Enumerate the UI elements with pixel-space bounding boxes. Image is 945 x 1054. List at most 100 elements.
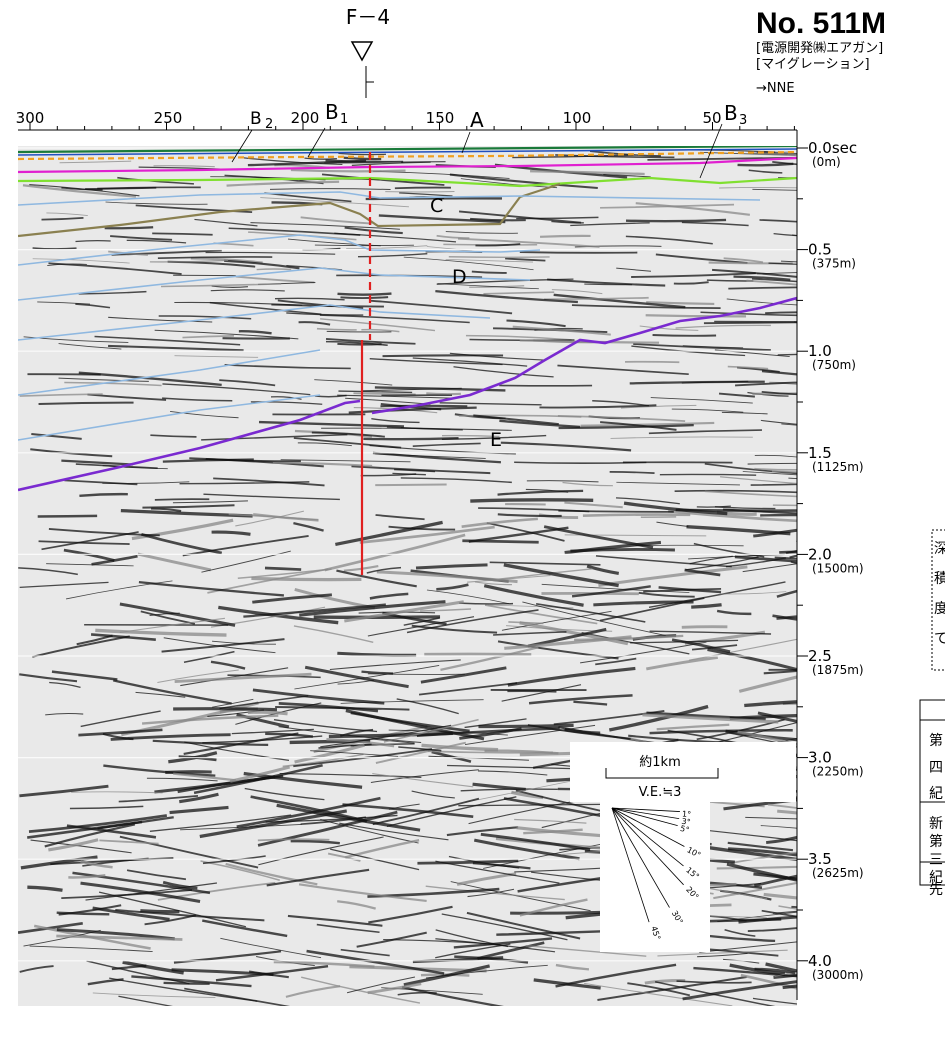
reflector [141,532,223,555]
reflector [277,299,364,310]
reflector [685,556,759,571]
reflector [236,796,381,829]
reflector [426,589,509,605]
reflector [412,357,528,367]
reflector [224,363,351,370]
reflector [506,319,566,328]
legend-char: 第 [929,833,943,850]
reflector [32,635,130,658]
reflector [654,981,776,1006]
reflector [555,963,590,971]
reflector [411,790,455,799]
reflector [141,714,279,725]
reflector [754,967,796,975]
reflector [325,340,388,347]
time-label: 2.5 [808,647,832,665]
reflector [78,728,163,737]
reflector [344,600,464,623]
reflector [728,847,797,857]
reflector [699,941,797,953]
reflector [108,344,244,352]
top-ticks: 300 250 200 150 100 50 [16,109,795,130]
reflector [489,561,601,566]
reflector [215,964,329,982]
reflector [351,161,431,166]
reflector [458,414,582,418]
reflector [320,318,436,332]
reflector [372,797,480,826]
reflector [162,880,198,890]
reflector [798,888,918,908]
reflector [697,952,748,958]
dip-line [611,807,670,908]
reflector [682,980,797,1001]
depth-label: (0m) [812,155,841,169]
reflector [91,554,138,566]
reflector [693,966,797,978]
reflector [162,383,311,396]
reflector [418,682,518,696]
depth-label: (3000m) [812,968,864,982]
reflector [448,256,550,258]
reflector [401,985,505,1006]
reflector [639,325,699,331]
reflector [149,259,229,263]
reflector [102,465,168,470]
reflector [803,605,922,634]
reflector [804,478,923,480]
reflector [294,665,440,690]
reflector [211,285,248,288]
reflector [791,905,797,909]
reflector [367,982,422,995]
horizon-a [18,148,797,156]
reflector [113,679,232,705]
reflector [652,333,717,337]
reflector [170,410,239,419]
reflector [184,987,291,1006]
reflector [152,739,269,746]
reflector [59,160,132,164]
reflector [657,949,788,957]
horizon-label: 3 [739,113,747,128]
reflector [649,630,772,635]
reflector [210,660,246,670]
legend-char: 四 [929,760,943,776]
reflector [470,498,594,503]
reflector [326,330,392,333]
reflector [126,869,187,881]
reflector [586,564,620,576]
reflector [201,433,348,441]
reflector [754,874,797,888]
reflector [681,221,749,227]
top-tick-label: 250 [154,109,183,127]
reflector [771,470,797,473]
reflector [205,251,336,255]
reflector [713,881,797,900]
reflector [668,509,797,523]
reflector [745,816,797,820]
reflector [30,839,132,854]
reflector [369,592,409,600]
reflector [728,286,797,290]
reflector [174,355,259,358]
reflector [773,973,797,979]
reflector [99,839,159,845]
reflector [773,232,797,237]
reflector [27,885,63,892]
reflector [616,481,740,486]
reflector [150,434,197,438]
reflector [46,563,134,567]
reflector [597,975,747,1001]
reflector [19,673,78,683]
reflector [704,490,797,498]
reflector [137,552,212,572]
reflector [157,669,239,684]
reflector [703,321,797,325]
reflector [541,583,690,593]
reflector [415,563,488,570]
reflector [514,461,647,464]
reflector [37,514,98,518]
reflector [146,777,218,782]
reflector [406,609,539,634]
